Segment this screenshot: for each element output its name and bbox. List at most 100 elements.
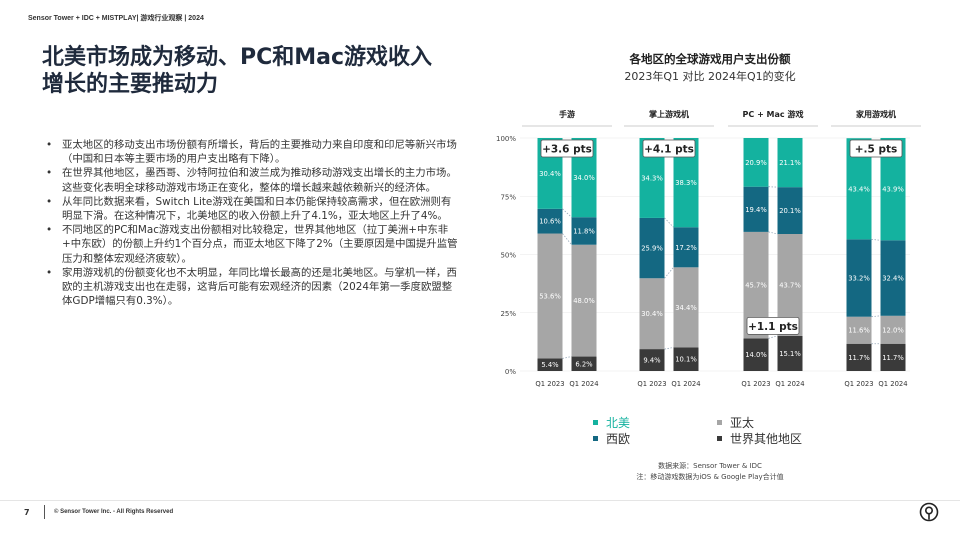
bullet-item: 不同地区的PC和Mac游戏支出份额相对比较稳定，世界其他地区（拉丁美洲+中东非+… — [44, 223, 459, 266]
bar-segment-western-europe — [743, 186, 769, 232]
bar-segment-rest-of-world — [571, 356, 597, 371]
header-tag: Sensor Tower + IDC + MISTPLAY| 游戏行业观察 | … — [28, 15, 204, 22]
bar-segment-asia-pacific — [571, 244, 597, 357]
connector-line — [664, 217, 674, 228]
data-label: 20.1% — [779, 207, 801, 215]
data-label: 10.6% — [539, 218, 561, 226]
x-tick-label: Q1 2023 — [844, 380, 873, 388]
group-header: 家用游戏机 — [856, 109, 896, 119]
bullet-item: 家用游戏机的份额变化也不太明显，年同比增长最高的还是北美地区。与掌机一样，西欧的… — [44, 266, 459, 309]
bar-segment-rest-of-world — [639, 349, 665, 371]
bullet-item: 从年同比数据来看，Switch Lite游戏在美国和日本仍能保持较高需求，但在欧… — [44, 195, 459, 223]
legend-item-asia-pacific: 亚太 — [717, 414, 802, 430]
x-tick-label: Q1 2023 — [637, 380, 666, 388]
chart-subtitle: 2023年Q1 对比 2024年Q1的变化 — [624, 70, 796, 83]
legend-item-north-america: 北美 — [593, 414, 630, 430]
data-label: 43.4% — [848, 185, 870, 193]
data-label: 11.8% — [573, 227, 595, 235]
change-label: +1.1 pts — [748, 321, 798, 333]
data-label: 10.1% — [675, 356, 697, 364]
data-label: 9.4% — [643, 357, 661, 365]
page-title: 北美市场成为移动、PC和Mac游戏收入 增长的主要推动力 — [42, 44, 482, 98]
data-label: 45.7% — [745, 282, 767, 290]
x-tick-label: Q1 2023 — [741, 380, 770, 388]
data-label: 34.3% — [641, 174, 663, 182]
bar-segment-north-america — [777, 138, 803, 188]
data-label: 6.2% — [575, 360, 593, 368]
group-header: 掌上游戏机 — [649, 109, 689, 119]
change-callout — [540, 139, 594, 158]
bar-segment-western-europe — [639, 217, 665, 279]
legend-label: 亚太 — [730, 415, 755, 430]
bar-segment-western-europe — [571, 217, 597, 245]
connector-line — [562, 233, 572, 245]
data-label: 30.4% — [641, 310, 663, 318]
data-label: 21.1% — [779, 159, 801, 167]
bar-segment-western-europe — [537, 208, 563, 234]
bar-segment-asia-pacific — [673, 267, 699, 348]
change-callout — [849, 139, 903, 158]
connector-line — [562, 356, 572, 359]
bar-segment-north-america — [743, 138, 769, 187]
data-label: 48.0% — [573, 297, 595, 305]
y-tick-label: 50% — [500, 252, 516, 260]
legend-label: 北美 — [606, 415, 631, 430]
legend-item-rest-of-world: 世界其他地区 — [717, 430, 802, 446]
bar-segment-asia-pacific — [846, 316, 872, 344]
bar-segment-rest-of-world — [673, 347, 699, 371]
data-label: 17.2% — [675, 244, 697, 252]
legend-item-western-europe: 西欧 — [593, 430, 630, 446]
source-line-1: 数据来源：Sensor Tower & IDC — [658, 462, 762, 470]
data-label: 5.4% — [541, 361, 559, 369]
data-label: 11.7% — [848, 354, 870, 362]
bullet-list: 亚太地区的移动支出市场份额有所增长，背后的主要推动力来自印度和印尼等新兴市场（中… — [44, 138, 459, 308]
footer-separator — [44, 505, 45, 519]
data-label: 11.6% — [848, 327, 870, 335]
data-label: 19.4% — [745, 206, 767, 214]
change-callout — [746, 316, 800, 335]
copyright: © Sensor Tower Inc. - All Rights Reserve… — [54, 509, 174, 515]
change-label: +.5 pts — [855, 144, 898, 156]
bar-segment-rest-of-world — [880, 343, 906, 371]
x-tick-label: Q1 2024 — [671, 380, 700, 388]
connector-line — [871, 238, 881, 241]
legend-swatch — [717, 419, 722, 425]
legend-left: 北美 西欧 — [593, 414, 630, 446]
bar-segment-asia-pacific — [880, 315, 906, 344]
change-label: +3.6 pts — [542, 144, 592, 156]
bar-segment-rest-of-world — [743, 338, 769, 371]
x-tick-label: Q1 2024 — [775, 380, 804, 388]
connector-line — [664, 347, 674, 350]
connector-line — [768, 231, 778, 235]
y-tick-label: 100% — [496, 135, 516, 143]
legend-swatch — [593, 435, 598, 441]
stacked-bar-chart: 100% 75% 50% 25% 0% 手游 5.4% 53.6% 10.6% 30.4% Q1 2… — [496, 109, 921, 388]
data-label: 12.0% — [882, 326, 904, 334]
title-line-2: 增长的主要推动力 — [42, 72, 219, 97]
data-label: 30.4% — [539, 170, 561, 178]
y-tick-label: 75% — [500, 193, 516, 201]
data-label: 34.4% — [675, 304, 697, 312]
data-label: 20.9% — [745, 159, 767, 167]
group-header: PC + Mac 游戏 — [743, 109, 804, 119]
data-label: 43.9% — [882, 186, 904, 194]
data-label: 38.3% — [675, 179, 697, 187]
bullet-item: 亚太地区的移动支出市场份额有所增长，背后的主要推动力来自印度和印尼等新兴市场（中… — [44, 138, 459, 166]
data-label: 11.7% — [882, 354, 904, 362]
footer-divider — [0, 500, 960, 501]
bar-segment-asia-pacific — [639, 278, 665, 350]
data-label: 33.2% — [848, 275, 870, 283]
legend-swatch — [593, 419, 598, 425]
connector-line — [871, 315, 881, 318]
bar-segment-rest-of-world — [537, 358, 563, 371]
x-tick-label: Q1 2024 — [569, 380, 598, 388]
change-callout — [642, 139, 696, 158]
sensor-tower-logo-icon — [919, 502, 939, 522]
data-label: 34.0% — [573, 174, 595, 182]
title-line-1: 北美市场成为移动、PC和Mac游戏收入 — [42, 45, 433, 70]
change-label: +4.1 pts — [644, 144, 694, 156]
data-label: 25.9% — [641, 245, 663, 253]
bar-segment-asia-pacific — [537, 233, 563, 359]
connector-line — [664, 267, 674, 279]
bar-segment-rest-of-world — [846, 343, 872, 371]
